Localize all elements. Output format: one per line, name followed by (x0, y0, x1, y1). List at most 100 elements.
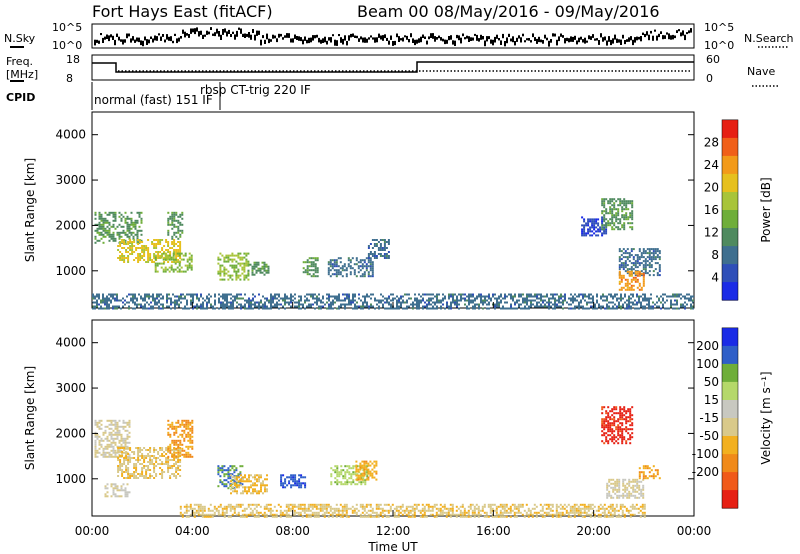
echo-cell (359, 275, 362, 278)
nsky-point (582, 39, 584, 43)
plot-title: Fort Hays East (fitACF) (92, 2, 273, 21)
echo-cell (581, 232, 584, 235)
echo-cell (366, 471, 369, 474)
echo-cell (614, 482, 617, 485)
echo-cell (102, 221, 105, 224)
echo-cell (252, 293, 254, 296)
echo-cell (219, 268, 222, 271)
echo-cell (439, 507, 442, 510)
echo-cell (256, 301, 258, 304)
echo-cell (625, 418, 628, 421)
echo-cell (587, 218, 590, 221)
echo-cell (100, 419, 103, 422)
echo-cell (173, 215, 176, 218)
echo-cell (560, 305, 562, 308)
echo-cell (108, 235, 111, 238)
echo-cell (370, 303, 372, 306)
echo-cell (607, 202, 610, 205)
echo-cell (177, 419, 180, 422)
echo-cell (155, 239, 158, 241)
echo-cell (498, 301, 500, 304)
echo-cell (325, 507, 328, 510)
echo-cell (642, 272, 645, 275)
echo-cell (335, 265, 338, 268)
echo-cell (267, 269, 270, 272)
echo-cell (299, 507, 302, 510)
echo-cell (402, 307, 404, 310)
echo-cell (591, 226, 594, 229)
echo-cell (361, 267, 364, 270)
echo-cell (363, 261, 366, 264)
echo-cell (184, 295, 186, 298)
echo-cell (371, 509, 374, 512)
echo-cell (235, 467, 238, 470)
echo-cell (686, 303, 688, 306)
echo-cell (126, 491, 129, 494)
echo-cell (246, 490, 248, 493)
echo-cell (640, 272, 643, 275)
echo-cell (426, 305, 428, 308)
echo-cell (658, 305, 660, 308)
echo-cell (159, 459, 162, 461)
echo-cell (648, 305, 650, 308)
echo-cell (336, 297, 338, 300)
echo-cell (127, 259, 130, 261)
echo-cell (625, 208, 628, 211)
nsky-point (270, 39, 272, 42)
echo-cell (253, 515, 256, 518)
echo-cell (357, 470, 360, 473)
echo-cell (217, 511, 220, 514)
nsky-point (170, 36, 172, 42)
echo-cell (644, 264, 647, 267)
echo-cell (281, 511, 284, 514)
echo-cell (548, 301, 550, 304)
echo-cell (344, 481, 347, 484)
echo-cell (206, 307, 208, 310)
echo-cell (498, 295, 500, 298)
echo-cell (156, 303, 158, 306)
echo-cell (378, 301, 380, 304)
echo-cell (98, 233, 101, 236)
echo-cell (592, 297, 594, 300)
nsky-point (354, 35, 356, 38)
echo-cell (313, 503, 316, 506)
echo-cell (658, 268, 661, 271)
echo-cell (258, 307, 260, 310)
echo-cell (678, 295, 680, 298)
echo-cell (348, 473, 351, 476)
echo-cell (626, 264, 629, 267)
echo-cell (153, 255, 156, 257)
echo-cell (392, 307, 394, 310)
echo-cell (191, 429, 194, 432)
nsky-point (638, 36, 640, 40)
echo-cell (141, 473, 144, 475)
nsky-point (138, 37, 140, 43)
echo-cell (134, 227, 137, 230)
echo-cell (207, 515, 210, 518)
echo-cell (572, 307, 574, 310)
echo-cell (629, 212, 632, 215)
echo-cell (352, 471, 355, 474)
echo-cell (125, 477, 128, 479)
echo-cell (634, 299, 636, 302)
echo-cell (116, 435, 119, 438)
echo-cell (650, 258, 653, 261)
echo-cell (241, 513, 244, 516)
nsky-point (470, 37, 472, 41)
echo-cell (482, 299, 484, 302)
echo-cell (171, 421, 174, 424)
echo-cell (428, 293, 430, 296)
echo-cell (260, 474, 262, 477)
echo-cell (157, 453, 160, 455)
echo-cell (364, 299, 366, 302)
echo-cell (169, 451, 172, 454)
echo-cell (608, 490, 611, 493)
echo-cell (167, 423, 170, 426)
echo-cell (336, 481, 339, 484)
echo-cell (337, 273, 340, 276)
echo-cell (440, 305, 442, 308)
echo-cell (638, 473, 641, 476)
echo-cell (119, 259, 122, 261)
echo-cell (192, 295, 194, 298)
echo-cell (213, 507, 216, 510)
